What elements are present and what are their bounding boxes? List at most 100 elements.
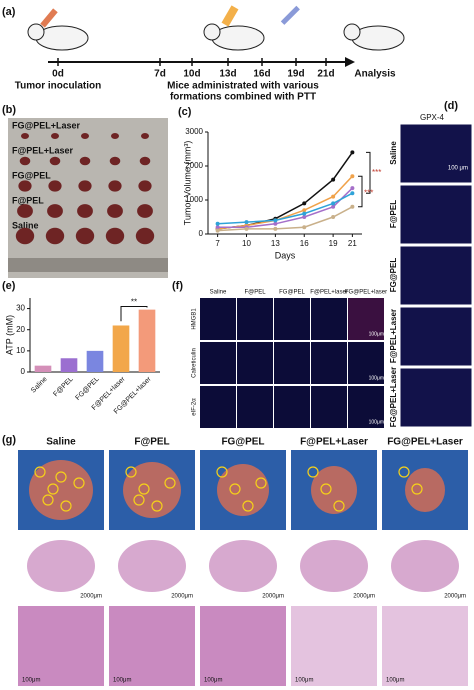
tumor (141, 133, 149, 139)
significance: *** (364, 188, 373, 197)
metastasis-marker (307, 466, 319, 478)
gpx4-group-label: Saline (389, 141, 398, 165)
fluorescence-image (348, 298, 384, 340)
timeline-day: 10d (183, 69, 200, 80)
scale-label: 100μm (295, 678, 313, 684)
if-group-label: F@PEL (244, 290, 266, 296)
treatment-label: formations combined with PTT (170, 92, 316, 103)
x-tick-label: 10 (242, 239, 251, 248)
lung (405, 468, 445, 512)
tumor (107, 204, 123, 218)
metastasis-marker (242, 500, 254, 512)
tumor (15, 227, 35, 245)
timeline-mice (27, 23, 405, 51)
tumor (105, 227, 125, 245)
bar (112, 325, 130, 372)
y-tick-label: 2000 (185, 161, 203, 170)
series-point (302, 211, 307, 216)
lung-section (391, 540, 459, 592)
series-point (273, 226, 278, 231)
tumor (135, 227, 155, 245)
tumor (19, 156, 31, 166)
series-point (350, 191, 355, 196)
tumor (137, 204, 153, 218)
series-point (350, 174, 355, 179)
series-point (302, 225, 307, 230)
tumor (108, 180, 122, 192)
fluorescence-image (311, 298, 347, 340)
series-point (302, 208, 307, 213)
panel-label: (e) (2, 280, 16, 292)
gpx4-group-label: F@PEL (389, 200, 398, 228)
tumor (81, 133, 89, 139)
y-axis-label: Tumor Volume (mm³) (182, 141, 192, 226)
tumor-group-label: F@PEL+Laser (12, 145, 74, 155)
metastasis-marker (55, 471, 67, 483)
fluorescence-image (311, 386, 347, 428)
metastasis-marker (398, 466, 410, 478)
tumor (45, 227, 65, 245)
ruler (8, 258, 168, 272)
scale-label: 100μm (386, 678, 404, 684)
y-tick-label: 0 (21, 367, 26, 376)
fluorescence-image (237, 386, 273, 428)
tumor (17, 204, 33, 218)
panel-label: (f) (172, 280, 183, 292)
tumor (18, 180, 32, 192)
bar (34, 365, 52, 372)
laser (221, 5, 239, 27)
timeline-start-label: Tumor inoculation (15, 81, 101, 92)
scale-label: 2000μm (353, 594, 375, 600)
series-point (350, 204, 355, 209)
fluorescence-image (348, 342, 384, 384)
x-tick-label: 19 (329, 239, 338, 248)
series-point (215, 228, 220, 233)
scale-label: 2000μm (444, 594, 466, 600)
if-marker-label: HMGB1 (192, 308, 198, 330)
x-tick-label: FG@PEL (75, 376, 101, 402)
histology-high (291, 606, 377, 686)
scale-label: 100μm (204, 678, 222, 684)
metastasis-marker (34, 466, 46, 478)
fluorescence-image (399, 306, 473, 367)
metastasis-marker (133, 494, 145, 506)
if-group-label: F@PEL+laser (310, 290, 348, 296)
tumor (78, 180, 92, 192)
fluorescence-image (274, 386, 310, 428)
tumor (75, 227, 95, 245)
lung-group-label: F@PEL (134, 437, 169, 448)
syringe (280, 5, 300, 25)
timeline-day: 7d (154, 69, 166, 80)
panel-label: (d) (444, 100, 458, 112)
lung-section (209, 540, 277, 592)
treatment-label: Mice administrated with various (167, 81, 319, 92)
metastasis-marker (138, 483, 150, 495)
lung (217, 464, 269, 516)
series-point (244, 226, 249, 231)
if-group-label: FG@PEL (279, 290, 305, 296)
bar (86, 350, 104, 372)
metastasis-marker (125, 466, 137, 478)
lung-group-label: F@PEL+Laser (300, 437, 368, 448)
metastasis-marker (60, 500, 72, 512)
fluorescence-image (237, 298, 273, 340)
metastasis-marker (42, 494, 54, 506)
tumor-group-label: F@PEL (12, 195, 44, 205)
scale-label: 2000μm (171, 594, 193, 600)
panel-label: (a) (2, 6, 16, 18)
histology-high (382, 606, 468, 686)
metastasis-marker (255, 477, 267, 489)
y-tick-label: 1000 (185, 195, 203, 204)
fluorescence-image (311, 342, 347, 384)
series-point (350, 186, 355, 191)
metastasis-marker (73, 477, 85, 489)
if-group-label: Saline (210, 290, 227, 296)
fluorescence-image (200, 386, 236, 428)
tumor (21, 133, 29, 139)
fluorescence-image (200, 342, 236, 384)
series-point (273, 218, 278, 223)
lung-group-label: FG@PEL+Laser (387, 437, 463, 448)
histology-high (200, 606, 286, 686)
gpx4-group-label: FG@PEL+Laser (389, 367, 398, 428)
scale-label: 100μm (369, 331, 384, 337)
